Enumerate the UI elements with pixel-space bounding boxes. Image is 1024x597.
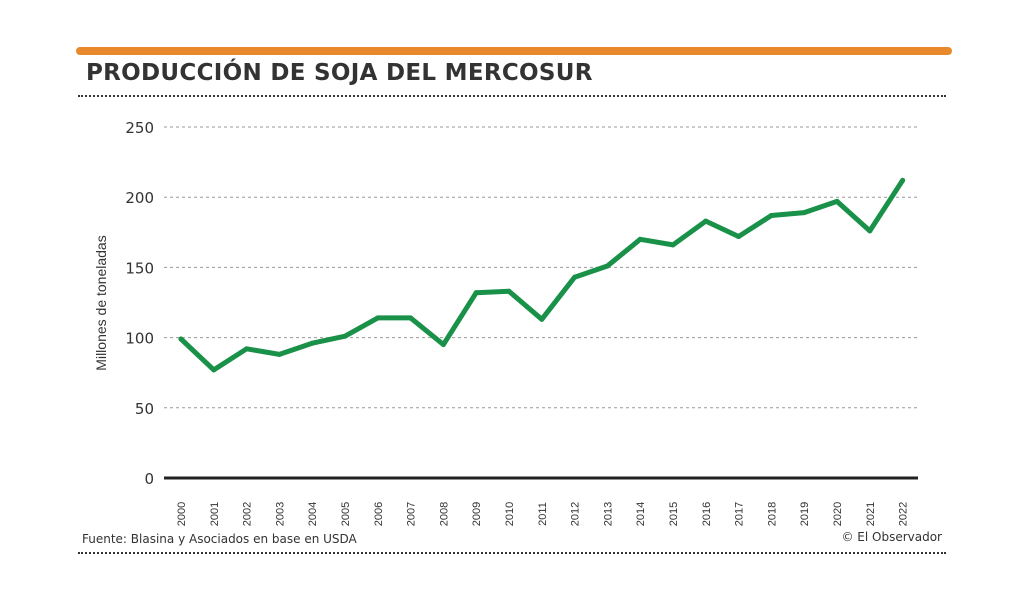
x-tick-label: 2014 <box>635 502 647 526</box>
data-point <box>375 315 381 321</box>
x-tick-label: 2003 <box>274 502 286 526</box>
data-point <box>670 242 676 248</box>
data-point <box>244 346 250 352</box>
y-axis-ticks: 0 50 100 150 200 250 <box>125 119 154 488</box>
data-point <box>637 236 643 242</box>
y-tick-label: 150 <box>125 259 154 277</box>
x-tick-label: 2002 <box>242 502 254 526</box>
y-tick-label: 50 <box>135 400 154 418</box>
x-tick-label: 2012 <box>570 502 582 526</box>
data-point <box>473 290 479 296</box>
x-tick-label: 2016 <box>701 502 713 526</box>
data-point <box>309 340 315 346</box>
x-tick-label: 2018 <box>766 502 778 526</box>
x-tick-label: 2021 <box>865 502 877 526</box>
x-tick-label: 2010 <box>504 502 516 526</box>
data-point <box>211 367 217 373</box>
data-point <box>801 210 807 216</box>
x-axis-ticks: 2000 2001 2002 2003 2004 2005 2006 2007 2008 2009… <box>176 502 910 526</box>
x-tick-label: 2015 <box>668 502 680 526</box>
x-tick-label: 2017 <box>734 502 746 526</box>
y-tick-label: 250 <box>125 119 154 137</box>
data-point <box>604 263 610 269</box>
x-tick-label: 2008 <box>438 502 450 526</box>
series-line <box>178 177 906 373</box>
chart-title: PRODUCCIÓN DE SOJA DEL MERCOSUR <box>86 60 593 86</box>
data-point <box>867 228 873 234</box>
data-points <box>178 177 906 373</box>
y-tick-label: 100 <box>125 330 154 348</box>
y-axis-label: Millones de toneladas <box>93 235 109 370</box>
data-point <box>539 316 545 322</box>
data-point <box>900 177 906 183</box>
data-point <box>440 342 446 348</box>
data-point <box>178 336 184 342</box>
x-tick-label: 2005 <box>340 502 352 526</box>
x-tick-label: 2019 <box>799 502 811 526</box>
data-point <box>703 218 709 224</box>
x-tick-label: 2004 <box>307 502 319 526</box>
x-tick-label: 2020 <box>832 502 844 526</box>
y-tick-label: 200 <box>125 189 154 207</box>
source-note: Fuente: Blasina y Asociados en base en U… <box>82 532 357 546</box>
x-tick-label: 2009 <box>471 502 483 526</box>
x-tick-label: 2007 <box>406 502 418 526</box>
data-point <box>408 315 414 321</box>
x-tick-label: 2013 <box>602 502 614 526</box>
data-point <box>572 274 578 280</box>
data-point <box>736 234 742 240</box>
credit-note: © El Observador <box>841 530 942 544</box>
y-tick-label: 0 <box>144 470 154 488</box>
top-divider <box>78 95 946 97</box>
grid-lines <box>164 126 918 409</box>
accent-bar <box>76 47 952 55</box>
data-point <box>834 198 840 204</box>
data-point <box>506 288 512 294</box>
x-tick-label: 2011 <box>537 502 549 526</box>
x-tick-label: 2001 <box>209 502 221 526</box>
data-point <box>276 351 282 357</box>
bottom-divider <box>78 552 946 554</box>
data-point <box>342 333 348 339</box>
x-tick-label: 2006 <box>373 502 385 526</box>
x-tick-label: 2022 <box>898 502 910 526</box>
x-tick-label: 2000 <box>176 502 188 526</box>
data-point <box>768 212 774 218</box>
